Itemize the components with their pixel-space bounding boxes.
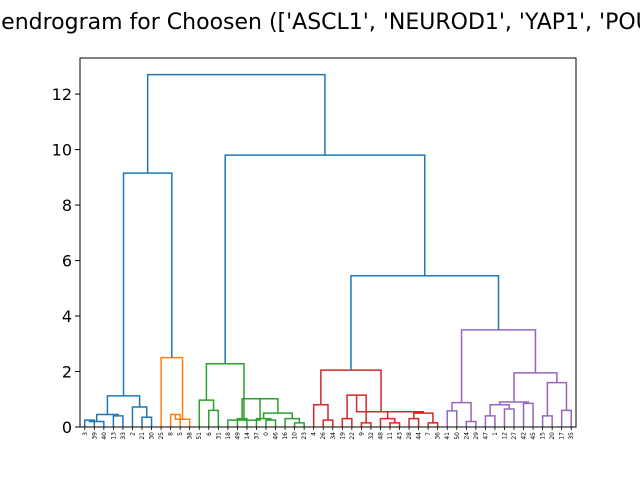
- chart-title: Dendrogram for Choosen (['ASCL1', 'NEURO…: [0, 10, 640, 35]
- dendrogram-link: [198, 399, 215, 427]
- x-tick-label: 16: [282, 432, 289, 440]
- dendrogram-link: [360, 422, 372, 427]
- dendrogram-link: [205, 362, 245, 421]
- x-tick-label: 20: [549, 432, 556, 440]
- x-tick-label: 38: [187, 432, 194, 440]
- x-tick-label: 5: [177, 432, 184, 436]
- dendrogram-link: [522, 402, 534, 427]
- x-tick-label: 1: [492, 432, 499, 436]
- x-tick-label: 14: [244, 432, 251, 440]
- x-tick-label: 49: [234, 432, 241, 440]
- x-tick-label: 44: [416, 432, 423, 440]
- x-tick-label: 34: [330, 432, 337, 440]
- x-tick-label: 17: [559, 432, 566, 440]
- x-tick-label: 10: [292, 432, 299, 440]
- dendrogram-link: [265, 419, 277, 427]
- dendrogram-link: [341, 417, 353, 427]
- x-tick-label: 51: [196, 432, 203, 440]
- x-tick-label: 41: [444, 432, 451, 440]
- x-tick-label: 40: [101, 432, 108, 440]
- x-tick-label: 7: [425, 432, 432, 436]
- dendrogram-link: [320, 369, 382, 412]
- x-tick-label: 29: [473, 432, 480, 440]
- x-tick-label: 47: [482, 432, 489, 440]
- x-tick-label: 45: [530, 432, 537, 440]
- dendrogram-link: [146, 73, 326, 174]
- dendrogram-link: [389, 422, 401, 427]
- dendrogram-link: [141, 416, 153, 427]
- dendrogram-link: [489, 404, 510, 416]
- dendrogram-link: [350, 275, 500, 371]
- x-tick-label: 26: [320, 432, 327, 440]
- x-tick-label: 42: [521, 432, 528, 440]
- x-tick-label: 21: [139, 432, 146, 440]
- x-tick-label: 28: [406, 432, 413, 440]
- x-tick-label: 3: [82, 432, 89, 436]
- dendrogram-links: [84, 73, 572, 427]
- dendrogram-link: [408, 417, 420, 427]
- dendrogram-link: [262, 412, 293, 419]
- y-tick-label: 0: [62, 418, 72, 437]
- x-tick-label: 9: [358, 432, 365, 436]
- x-tick-label: 27: [511, 432, 518, 440]
- x-tick-label: 13: [110, 432, 117, 440]
- x-tick-label: 19: [339, 432, 346, 440]
- x-tick-label: 25: [158, 432, 165, 440]
- x-tick-label: 6: [206, 432, 213, 436]
- dendrogram-link: [122, 172, 173, 396]
- dendrogram-link: [160, 356, 184, 427]
- dendrogram-link: [293, 422, 305, 427]
- x-tick-label: 32: [368, 432, 375, 440]
- x-tick-label: 37: [253, 432, 260, 440]
- dendrogram-link: [322, 419, 334, 427]
- x-tick-label: 24: [463, 432, 470, 440]
- x-tick-label: 11: [387, 432, 394, 440]
- y-tick-label: 2: [62, 363, 72, 382]
- x-tick-label: 31: [215, 432, 222, 440]
- dendrogram-link: [541, 415, 553, 427]
- dendrogram-link: [224, 154, 426, 364]
- dendrogram-link: [513, 372, 558, 403]
- dendrogram-link: [312, 404, 329, 427]
- dendrogram-link: [112, 415, 124, 427]
- x-tick-label: 4: [311, 432, 318, 436]
- dendrogram-link: [560, 409, 572, 427]
- dendrogram-link: [355, 395, 406, 413]
- y-tick-label: 12: [52, 85, 72, 104]
- dendrogram-link: [465, 420, 477, 427]
- dendrogram-link: [484, 415, 496, 427]
- x-tick-label: 33: [120, 432, 127, 440]
- plot-frame: [79, 57, 577, 428]
- y-tick-label: 4: [62, 307, 72, 326]
- x-tick-label: 46: [273, 432, 280, 440]
- x-tick-label: 18: [225, 432, 232, 440]
- x-tick-label: 36: [435, 432, 442, 440]
- x-tick-label: 35: [568, 432, 575, 440]
- x-axis: 3 39 40 13 33 2 21 30 25 8 5 38 51 6 31 18 49 14 37 0 46 16 10…: [82, 427, 575, 440]
- dendrogram-link: [106, 395, 141, 415]
- x-tick-label: 30: [149, 432, 156, 440]
- y-axis: 0 2 4 6 8 10 12: [52, 85, 80, 437]
- x-tick-label: 50: [454, 432, 461, 440]
- dendrogram-link: [427, 422, 439, 427]
- x-tick-label: 22: [349, 432, 356, 440]
- x-tick-label: 0: [263, 432, 270, 436]
- x-tick-label: 12: [501, 432, 508, 440]
- x-tick-label: 8: [168, 432, 175, 436]
- dendrogram-link: [460, 329, 537, 403]
- y-tick-label: 8: [62, 196, 72, 215]
- x-tick-label: 15: [540, 432, 547, 440]
- y-tick-label: 6: [62, 252, 72, 271]
- x-tick-label: 48: [377, 432, 384, 440]
- x-tick-label: 2: [129, 432, 136, 436]
- x-tick-label: 39: [91, 432, 98, 440]
- dendrogram-link: [451, 401, 472, 422]
- y-tick-label: 10: [52, 141, 72, 160]
- dendrogram-link: [503, 408, 515, 427]
- dendrogram-link: [446, 410, 458, 427]
- x-tick-label: 23: [301, 432, 308, 440]
- dendrogram-link: [208, 409, 220, 427]
- x-tick-label: 43: [397, 432, 404, 440]
